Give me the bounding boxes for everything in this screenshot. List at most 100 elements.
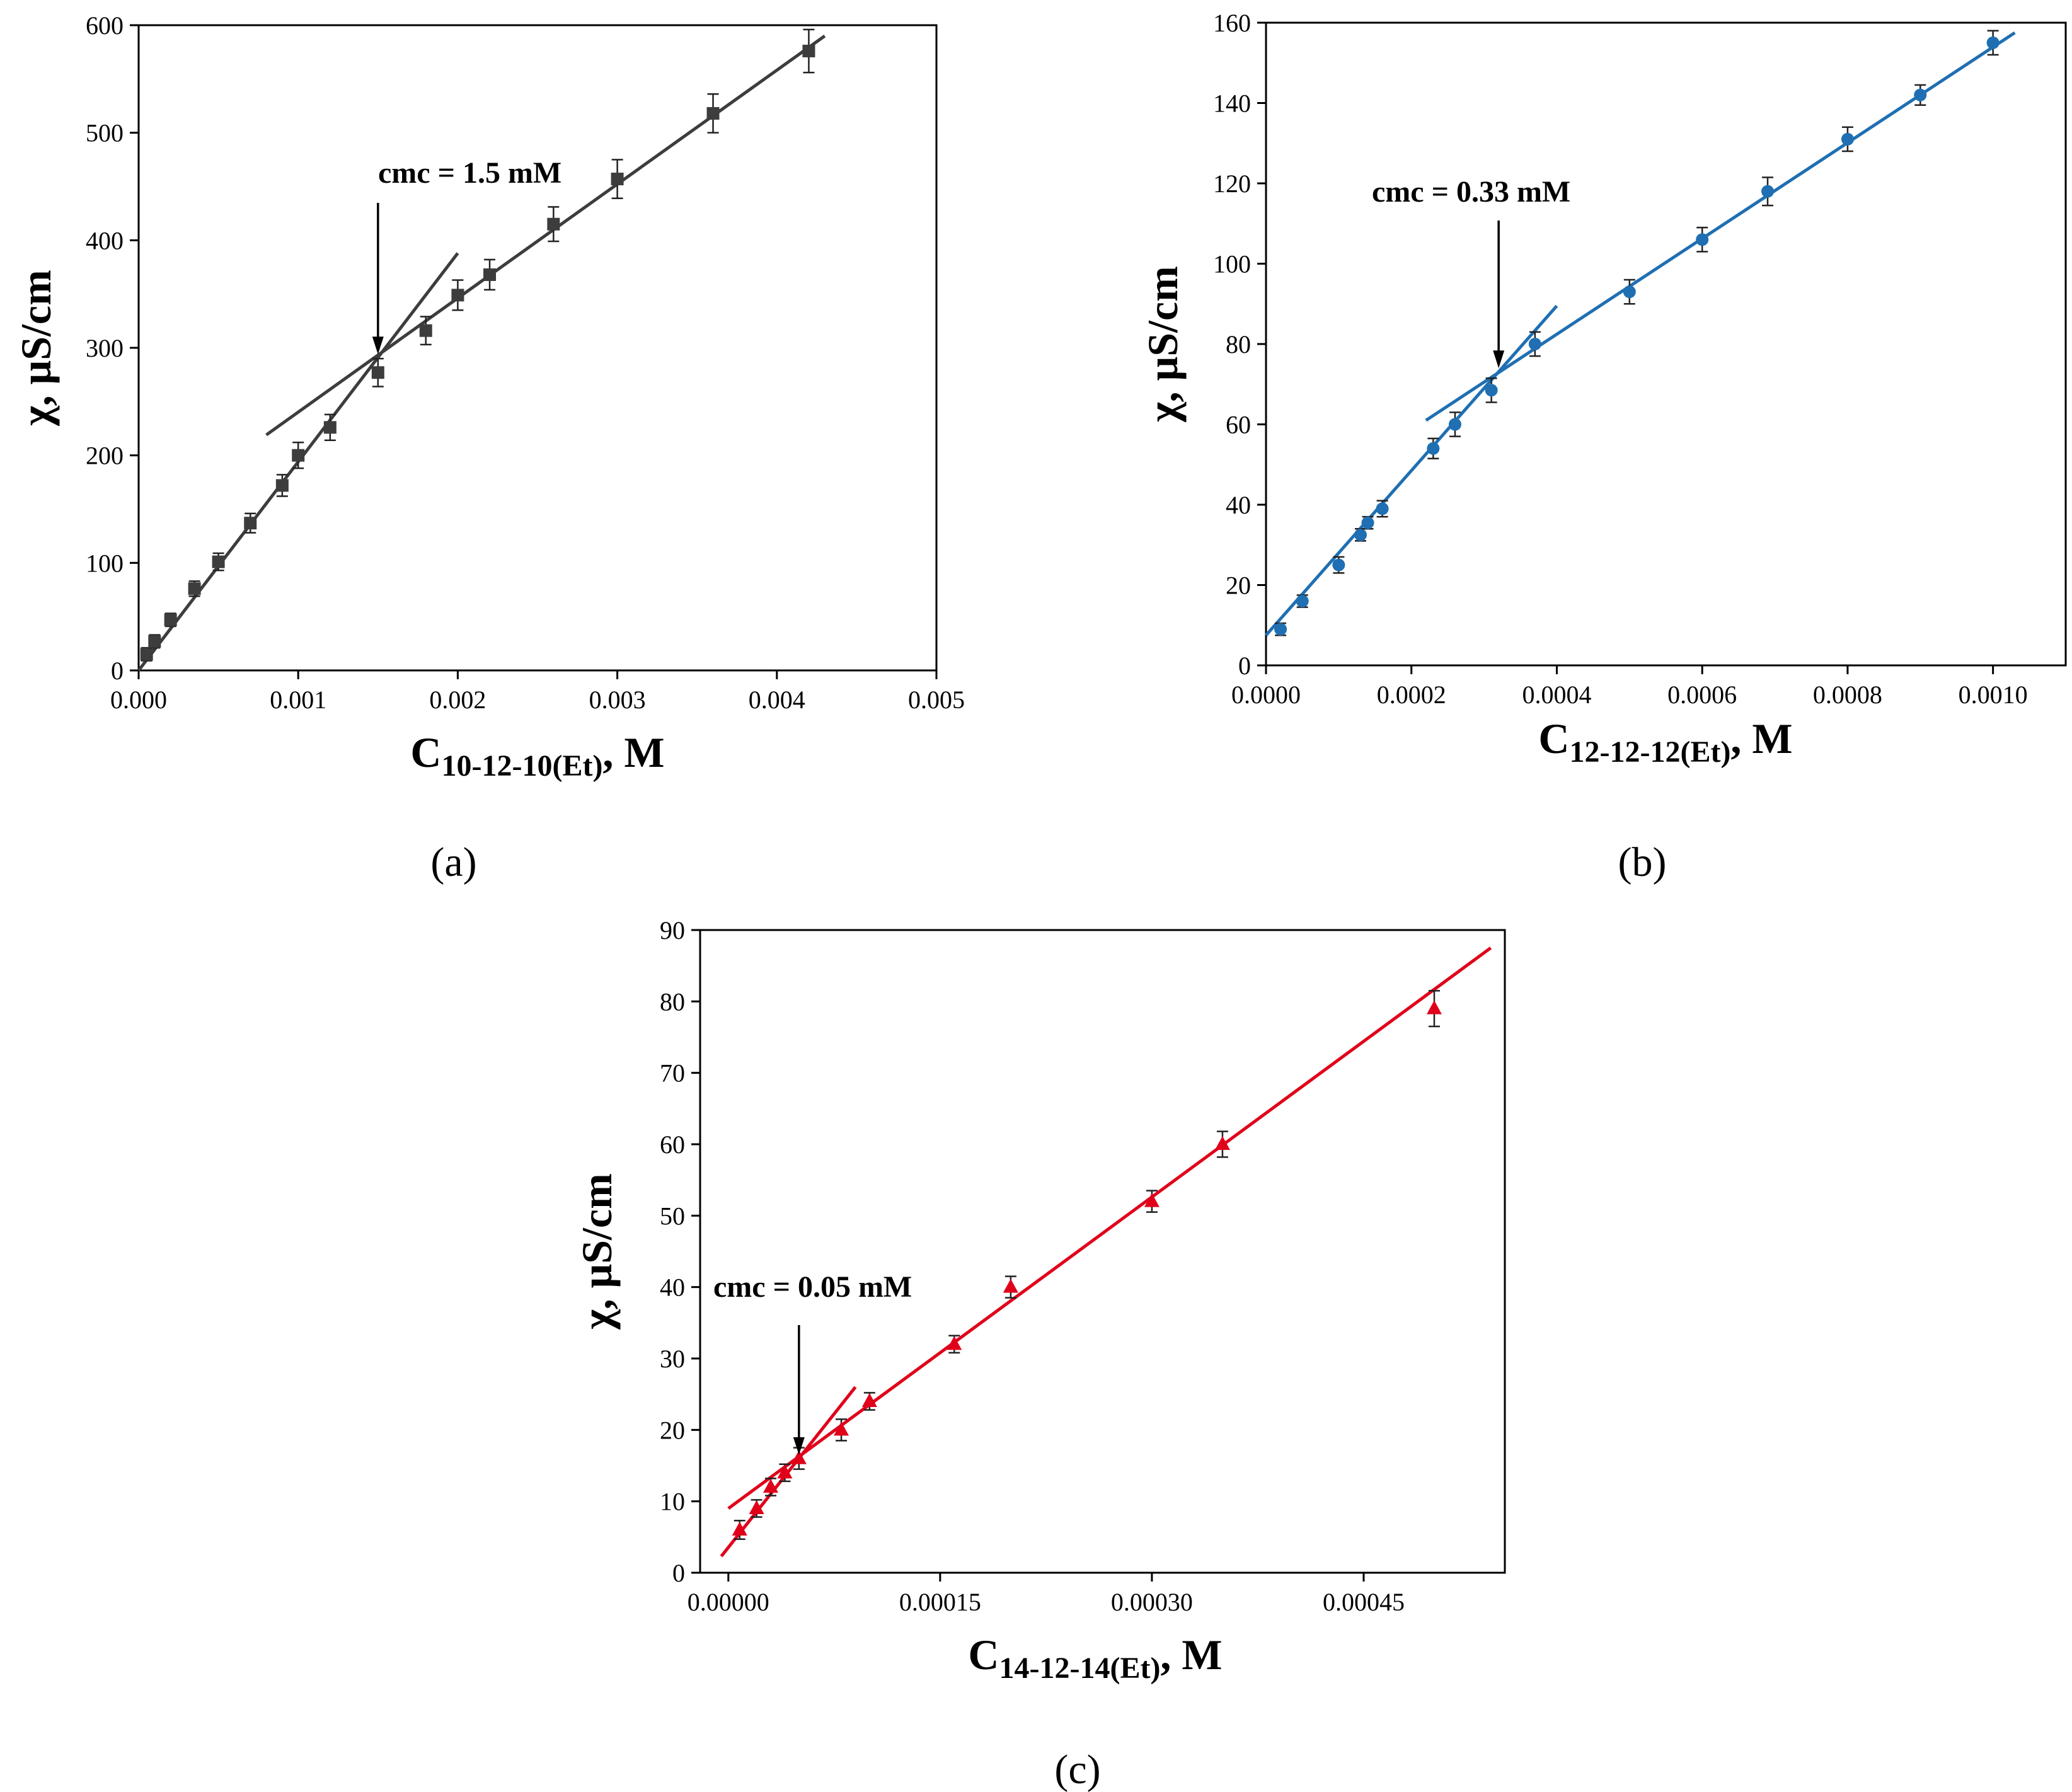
- x-axis-label: C14-12-14(Et), M: [968, 1631, 1222, 1685]
- data-point: [749, 1500, 764, 1514]
- data-point: [791, 1450, 807, 1464]
- x-axis-label-unit: , M: [602, 728, 664, 776]
- y-axis-label: χ, μS/cm: [573, 1173, 621, 1330]
- x-tick-label: 0.00015: [899, 1588, 981, 1616]
- x-tick-label: 0.000: [110, 686, 167, 714]
- y-axis-label-text: χ, μS/cm: [12, 270, 60, 427]
- fit-line: [265, 35, 826, 437]
- y-axis-label: χ, μS/cm: [12, 270, 60, 427]
- y-tick-label: 60: [1226, 411, 1251, 439]
- chart-panel-c: χ, μS/cm C14-12-14(Et), M (c) 0.00000 0.0…: [573, 916, 1506, 1792]
- data-point: [763, 1479, 779, 1493]
- data-point: [802, 44, 815, 57]
- data-point: [164, 613, 177, 626]
- y-axis-label-text: χ, μS/cm: [1139, 266, 1187, 423]
- data-point: [140, 648, 153, 661]
- x-axis-label: C12-12-12(Et), M: [1538, 715, 1792, 769]
- data-point: [1528, 338, 1541, 350]
- x-axis-label-sub: 12-12-12(Et): [1569, 735, 1730, 769]
- x-axis-label: C10-12-10(Et), M: [410, 728, 664, 783]
- y-axis-label: χ, μS/cm: [1139, 266, 1187, 423]
- x-tick-label: 0.0000: [1231, 681, 1301, 709]
- data-point: [1696, 233, 1709, 246]
- x-tick-label: 0.002: [429, 686, 486, 714]
- x-tick-label: 0.00045: [1323, 1588, 1405, 1616]
- data-point: [1841, 132, 1854, 146]
- y-tick-label: 20: [660, 1416, 685, 1444]
- y-tick-label: 0: [672, 1559, 685, 1587]
- data-point: [1986, 36, 2000, 49]
- cmc-annotation: cmc = 0.05 mM: [713, 1270, 912, 1304]
- x-axis-label-main: C: [1538, 715, 1569, 762]
- data-point: [611, 173, 624, 186]
- data-point: [1427, 442, 1440, 455]
- y-axis-label-text: χ, μS/cm: [573, 1173, 621, 1330]
- data-point: [1623, 285, 1636, 299]
- data-point: [212, 555, 225, 568]
- data-point: [947, 1336, 962, 1350]
- fit-line: [1265, 304, 1558, 636]
- data-point: [1485, 384, 1498, 397]
- fit-line: [1425, 31, 2016, 422]
- data-point: [451, 289, 464, 302]
- plot-frame: [137, 24, 938, 672]
- x-tick-label: 0.0002: [1377, 681, 1446, 709]
- data-point: [1274, 623, 1287, 636]
- x-tick-label: 0.00030: [1111, 1588, 1193, 1616]
- data-point: [483, 268, 497, 281]
- x-tick-label: 0.0008: [1813, 681, 1882, 709]
- data-point: [547, 217, 560, 231]
- plot-frame: [699, 929, 1506, 1574]
- panel-label: (a): [430, 839, 476, 885]
- data-point: [1914, 88, 1927, 101]
- x-tick-label: 0.003: [589, 686, 646, 714]
- y-tick-label: 60: [660, 1130, 685, 1159]
- data-point: [834, 1422, 849, 1436]
- chart-panel-b: χ, μS/cm C12-12-12(Et), M (b) 0.0000 0.00…: [1139, 9, 2067, 885]
- cmc-arrow-head: [793, 1437, 805, 1455]
- data-point: [1426, 1000, 1442, 1014]
- x-tick-label: 0.0006: [1667, 681, 1737, 709]
- data-point: [1003, 1278, 1018, 1293]
- y-tick-label: 10: [660, 1488, 685, 1516]
- cmc-arrow-head: [372, 336, 384, 355]
- data-point: [1361, 516, 1374, 529]
- y-tick-label: 400: [86, 226, 124, 255]
- data-point: [1376, 502, 1389, 515]
- data-point: [1296, 595, 1309, 607]
- y-tick-label: 0: [1238, 652, 1251, 680]
- data-point: [1761, 185, 1775, 198]
- data-point: [371, 366, 384, 379]
- data-point: [292, 449, 305, 462]
- data-point: [275, 479, 289, 492]
- y-tick-label: 0: [111, 657, 124, 685]
- y-tick-label: 50: [660, 1202, 685, 1230]
- y-tick-label: 120: [1213, 169, 1251, 198]
- y-tick-label: 80: [1226, 330, 1251, 359]
- y-tick-label: 500: [86, 119, 124, 147]
- data-point: [1144, 1193, 1160, 1207]
- fit-line: [727, 946, 1492, 1510]
- x-tick-label: 0.001: [270, 686, 326, 714]
- y-tick-label: 200: [86, 442, 124, 470]
- cmc-annotation: cmc = 0.33 mM: [1372, 175, 1570, 209]
- x-axis-label-main: C: [968, 1631, 999, 1679]
- data-point: [1354, 528, 1367, 541]
- y-tick-label: 600: [86, 11, 124, 40]
- x-axis-label-unit: , M: [1160, 1631, 1222, 1679]
- x-tick-label: 0.0010: [1959, 681, 2028, 709]
- x-tick-label: 0.005: [908, 686, 965, 714]
- y-tick-label: 20: [1226, 571, 1251, 600]
- y-tick-label: 160: [1213, 9, 1251, 37]
- x-tick-label: 0.0004: [1522, 681, 1591, 709]
- y-tick-label: 70: [660, 1059, 685, 1088]
- data-point: [419, 324, 432, 337]
- data-point: [732, 1522, 747, 1536]
- data-point: [1214, 1136, 1230, 1150]
- x-axis-label-sub: 14-12-14(Et): [999, 1651, 1160, 1685]
- data-point: [188, 582, 201, 595]
- x-tick-label: 0.00000: [688, 1588, 769, 1616]
- y-tick-label: 100: [1213, 250, 1251, 279]
- data-point: [706, 106, 720, 120]
